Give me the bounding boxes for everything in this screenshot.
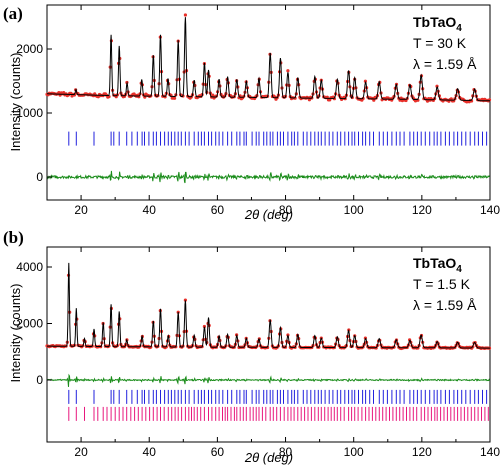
x-tick-label: 60	[211, 445, 225, 459]
panel-a-y-axis-title: Intensity (counts)	[8, 53, 23, 152]
x-tick-label: 60	[211, 203, 225, 217]
observed-point	[183, 13, 187, 17]
panel-a-letter: (a)	[3, 4, 23, 23]
panel-a: (a) 20 40 60 80 100 120 140 0 1000 2000 Intensity…	[3, 4, 500, 222]
panel-a-annotation: TbTaO4 T = 30 K λ = 1.59 Å	[413, 14, 477, 72]
panel-a-wavelength: λ = 1.59 Å	[413, 56, 477, 72]
panel-a-difference-line	[46, 170, 491, 184]
panel-b-letter: (b)	[3, 228, 24, 247]
x-tick-label: 20	[74, 445, 88, 459]
x-tick-label: 40	[143, 445, 157, 459]
x-tick-label: 100	[344, 445, 364, 459]
panel-a-frame	[46, 4, 491, 201]
x-tick-label: 140	[480, 203, 500, 217]
y-tick-label: 2000	[16, 42, 43, 56]
observed-point	[202, 324, 206, 329]
panel-a-x-axis-title: 2θ (deg)	[244, 207, 293, 222]
panel-a-temperature: T = 30 K	[413, 35, 467, 51]
x-tick-label: 120	[412, 203, 432, 217]
x-tick-label: 80	[279, 445, 293, 459]
x-tick-label: 100	[344, 203, 364, 217]
panel-b-bragg-row-2	[68, 406, 489, 421]
observed-point	[57, 91, 61, 95]
panel-b-plot-area	[45, 262, 492, 421]
observed-point	[293, 96, 297, 100]
panel-b: (b) 20 40 60 80 100 120 140 0 2000 4000 Intensity…	[3, 228, 500, 465]
y-tick-label: 1000	[16, 106, 43, 120]
observed-point	[425, 99, 430, 103]
y-tick-label: 0	[36, 170, 43, 184]
panel-b-wavelength: λ = 1.59 Å	[413, 297, 477, 313]
panel-b-difference-line	[46, 373, 491, 387]
observed-point	[307, 98, 311, 102]
observed-point	[435, 84, 439, 88]
panel-b-compound: TbTaO4	[413, 255, 462, 275]
y-tick-label: 2000	[16, 317, 43, 331]
observed-point	[183, 298, 187, 302]
panel-a-ticks: 20 40 60 80 100 120 140 0 1000 2000	[16, 5, 500, 217]
observed-point	[211, 93, 215, 97]
x-tick-label: 20	[74, 203, 88, 217]
y-tick-label: 4000	[16, 260, 43, 274]
y-tick-label: 0	[36, 373, 43, 387]
x-tick-label: 40	[143, 203, 157, 217]
panel-b-temperature: T = 1.5 K	[413, 276, 471, 292]
panel-b-annotation: TbTaO4 T = 1.5 K λ = 1.59 Å	[413, 255, 477, 313]
panel-b-y-axis-title: Intensity (counts)	[8, 284, 23, 383]
x-tick-label: 80	[279, 203, 293, 217]
panel-b-ticks: 20 40 60 80 100 120 140 0 2000 4000	[16, 247, 500, 459]
panel-a-compound: TbTaO4	[413, 14, 462, 34]
x-tick-label: 120	[412, 445, 432, 459]
panel-a-bragg-row-1	[68, 131, 488, 146]
observed-point	[286, 69, 290, 73]
observed-point	[363, 79, 367, 83]
observed-point	[173, 96, 177, 100]
panel-a-plot-area	[45, 13, 492, 184]
panel-a-calculated-line	[47, 17, 490, 102]
panel-b-calculated-line	[47, 262, 490, 349]
panel-b-x-axis-title: 2θ (deg)	[244, 450, 293, 465]
panel-b-bragg-row-1	[68, 389, 488, 404]
x-tick-label: 140	[480, 445, 500, 459]
